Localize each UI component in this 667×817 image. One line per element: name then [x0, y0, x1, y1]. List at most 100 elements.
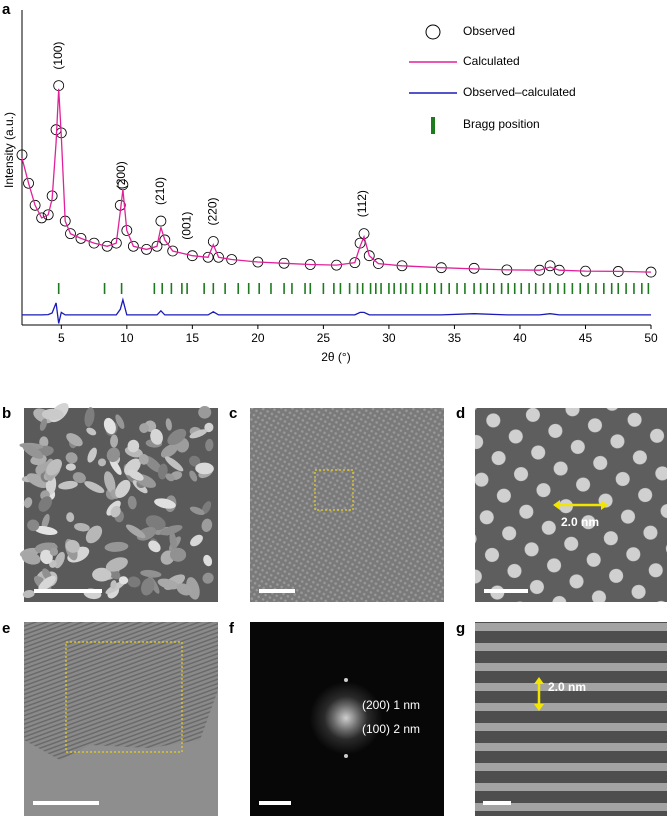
- grain: [198, 406, 212, 419]
- grain: [103, 417, 116, 435]
- grain: [66, 512, 75, 523]
- grain: [65, 463, 76, 471]
- grain: [27, 519, 40, 532]
- grain: [139, 423, 149, 433]
- grain: [148, 540, 161, 553]
- grain: [189, 470, 198, 482]
- fft-glow: [310, 682, 382, 754]
- grain: [39, 418, 47, 431]
- grain: [203, 554, 213, 567]
- scale-bar: [259, 589, 295, 593]
- observed-point: [75, 232, 87, 244]
- scale-bar: [259, 801, 291, 805]
- grain: [92, 567, 112, 582]
- peak-label: (210): [153, 177, 167, 205]
- observed-point: [141, 243, 152, 255]
- grain: [169, 531, 177, 551]
- grain: [49, 547, 59, 556]
- observed-point: [29, 199, 41, 211]
- series-line: [22, 297, 651, 324]
- x-tick-label: 30: [382, 331, 396, 345]
- grain: [85, 525, 103, 544]
- grain: [58, 480, 78, 490]
- observed-point: [207, 236, 219, 247]
- observed-point: [127, 240, 139, 252]
- grain: [189, 455, 201, 467]
- grain: [54, 551, 65, 569]
- grain: [65, 452, 78, 464]
- grain: [66, 433, 83, 447]
- grain: [110, 505, 121, 518]
- grain: [98, 458, 107, 467]
- grain: [41, 408, 64, 420]
- peak-label: (200): [114, 161, 128, 189]
- grain: [202, 572, 214, 584]
- x-tick-label: 45: [579, 331, 593, 345]
- panel-e: e: [2, 620, 218, 816]
- x-tick-label: 10: [120, 331, 134, 345]
- grain: [159, 525, 183, 536]
- legend-label: Bragg position: [463, 117, 540, 131]
- annotation: (100) 2 nm: [362, 722, 420, 736]
- grain: [86, 427, 97, 436]
- observed-point: [159, 234, 171, 246]
- series-line: [21, 88, 652, 273]
- grain: [84, 481, 105, 494]
- peak-label: (100): [51, 42, 65, 70]
- panel-label: e: [2, 620, 10, 637]
- selection-box: [314, 469, 354, 511]
- crystal: [24, 622, 218, 760]
- grain: [87, 447, 97, 463]
- panel-label: f: [229, 620, 235, 637]
- grain: [110, 580, 117, 590]
- grain: [41, 513, 50, 530]
- xrd-chart: a Intensity (a.u.) 2θ (°) 5 10 15 20 25 30 35 4…: [2, 1, 658, 364]
- grain: [127, 439, 140, 453]
- grain: [167, 428, 187, 446]
- panel-label: d: [456, 405, 465, 422]
- observed-point: [65, 228, 76, 240]
- panel-label: c: [229, 405, 237, 422]
- grain: [160, 443, 178, 458]
- grain: [195, 462, 214, 475]
- grain: [154, 498, 176, 509]
- x-tick-label: 50: [644, 331, 658, 345]
- grain: [201, 501, 212, 515]
- sem-texture: [19, 402, 214, 600]
- grain: [169, 547, 187, 562]
- grain: [26, 473, 49, 489]
- grain: [164, 456, 184, 472]
- peak-label: (112): [355, 190, 369, 217]
- panel-c: c: [229, 405, 444, 602]
- tem-image: [475, 622, 667, 816]
- grain: [190, 534, 203, 547]
- grain: [84, 407, 95, 427]
- panel-b: b: [2, 402, 218, 602]
- grain: [145, 515, 166, 531]
- observed-point: [23, 177, 34, 189]
- grain: [104, 471, 116, 494]
- selection-box: [65, 641, 183, 753]
- legend-label: Observed–calculated: [463, 85, 576, 99]
- observed-point: [88, 237, 100, 249]
- grain: [21, 551, 41, 565]
- panel-g: g 2.0 nm: [456, 620, 667, 816]
- x-tick-label: 15: [186, 331, 200, 345]
- grain: [46, 458, 62, 476]
- observed-point: [544, 260, 556, 272]
- grain: [127, 495, 137, 510]
- legend-label: Observed: [463, 24, 515, 38]
- grain: [189, 429, 208, 439]
- grain: [128, 469, 144, 481]
- grain: [38, 575, 56, 591]
- fft-spot: [344, 678, 348, 682]
- scale-text: 2.0 nm: [548, 680, 586, 694]
- panel-label: g: [456, 620, 465, 637]
- legend-marker: [425, 24, 441, 40]
- grain: [65, 539, 80, 553]
- scale-bar: [34, 589, 102, 593]
- grain: [165, 418, 172, 431]
- grain: [157, 578, 179, 590]
- grain: [127, 576, 141, 588]
